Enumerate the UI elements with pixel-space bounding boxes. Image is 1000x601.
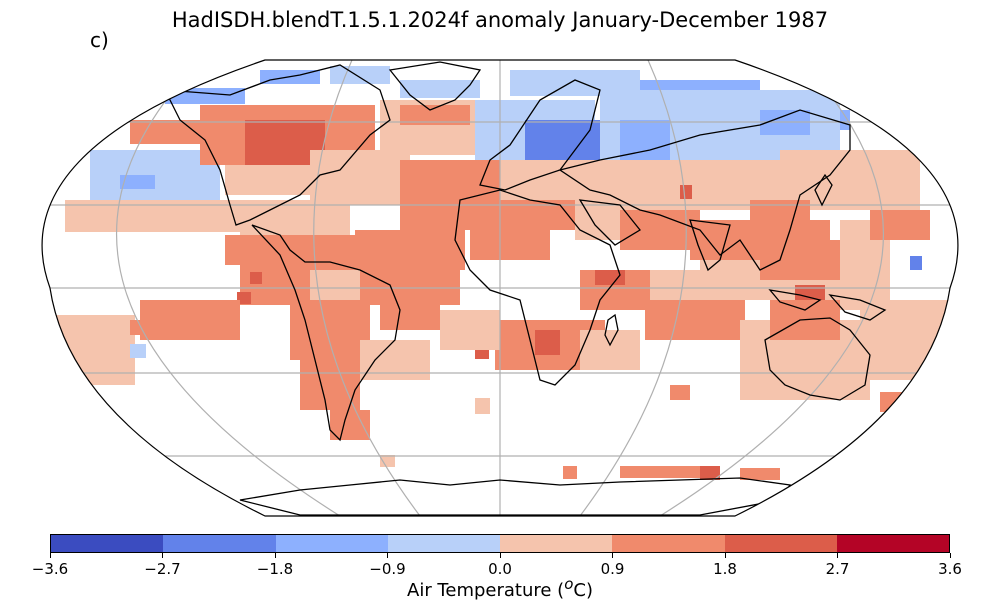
colorbar-tickmark <box>837 553 838 558</box>
anomaly-cell <box>300 360 360 410</box>
anomaly-cell <box>620 466 700 478</box>
colorbar-tickmark <box>162 553 163 558</box>
anomaly-cell <box>380 455 395 467</box>
colorbar-tick-label: 0.9 <box>600 560 625 578</box>
colorbar-tick-label: 2.7 <box>825 560 850 578</box>
anomaly-cell <box>250 272 262 284</box>
anomaly-cell <box>55 315 135 385</box>
anomaly-cell <box>240 200 350 240</box>
anomaly-cell <box>360 340 430 380</box>
colorbar <box>50 534 950 553</box>
anomaly-cell <box>400 105 470 125</box>
anomaly-cell <box>595 270 625 285</box>
colorbar-tickmark <box>274 553 276 558</box>
anomaly-cell <box>355 230 465 270</box>
anomaly-cell <box>860 300 950 380</box>
anomaly-cell <box>870 210 930 240</box>
colorbar-segment <box>724 535 837 552</box>
anomaly-cell <box>670 385 690 400</box>
colorbar-tick-label: −2.7 <box>144 560 181 578</box>
colorbar-tick-label: 3.6 <box>938 560 962 578</box>
panel-label: c) <box>90 28 109 52</box>
coastlines <box>163 61 916 516</box>
colorbar-segment <box>163 535 276 552</box>
anomaly-cell <box>140 300 240 340</box>
anomaly-cell <box>880 392 915 412</box>
anomaly-cell <box>330 66 390 84</box>
colorbar-tickmark <box>49 553 51 558</box>
anomaly-cell <box>535 330 560 355</box>
colorbar-tick-label: 1.8 <box>713 560 737 578</box>
colorbar-segment <box>500 535 613 552</box>
colorbar-segment <box>275 535 388 552</box>
anomaly-cell <box>290 300 370 360</box>
anomaly-cell <box>225 165 310 195</box>
colorbar-tickmark <box>612 553 613 558</box>
colorbar-tickmark <box>949 553 951 558</box>
colorbar-segment <box>387 535 500 552</box>
anomaly-cell <box>910 256 922 270</box>
anomaly-cell <box>440 310 500 350</box>
anomaly-cell <box>645 300 745 340</box>
world-map <box>41 59 959 517</box>
globe-outline <box>41 59 959 517</box>
anomaly-cell <box>237 292 251 304</box>
colorbar-tick-label: 0.0 <box>488 560 512 578</box>
anomaly-cell <box>563 466 577 479</box>
colorbar-tickmark <box>387 553 388 558</box>
anomaly-cell <box>620 120 670 160</box>
anomaly-cell <box>740 468 780 480</box>
colorbar-segment <box>612 535 725 552</box>
anomaly-cell <box>165 88 245 104</box>
anomaly-cell <box>475 398 490 414</box>
anomaly-cell <box>750 200 810 240</box>
anomaly-cell <box>470 230 550 260</box>
anomaly-cell <box>580 330 640 370</box>
anomaly-cell <box>130 120 210 144</box>
colorbar-tickmark <box>499 553 501 558</box>
anomaly-cell <box>120 175 155 189</box>
anomaly-cell <box>380 300 440 330</box>
colorbar-tickmark <box>724 553 726 558</box>
map-title: HadISDH.blendT.1.5.1.2024f anomaly Janua… <box>171 8 829 32</box>
colorbar-tick-label: −3.6 <box>31 560 69 578</box>
anomaly-cell <box>500 160 600 200</box>
colorbar-segment <box>51 535 164 552</box>
colorbar-segment <box>836 535 949 552</box>
anomaly-cell <box>700 466 720 480</box>
anomaly-cell <box>310 150 410 205</box>
anomaly-cell <box>680 185 692 199</box>
anomaly-cell <box>130 344 146 358</box>
anomaly-cell <box>400 80 480 98</box>
colorbar-tick-label: −1.8 <box>256 560 294 578</box>
anomaly-cell <box>330 410 370 440</box>
anomaly-cell <box>620 210 700 250</box>
colorbar-tick-label: −0.9 <box>369 560 406 578</box>
colorbar-label: Air Temperature (oC) <box>407 575 593 601</box>
gridlines <box>42 60 958 516</box>
